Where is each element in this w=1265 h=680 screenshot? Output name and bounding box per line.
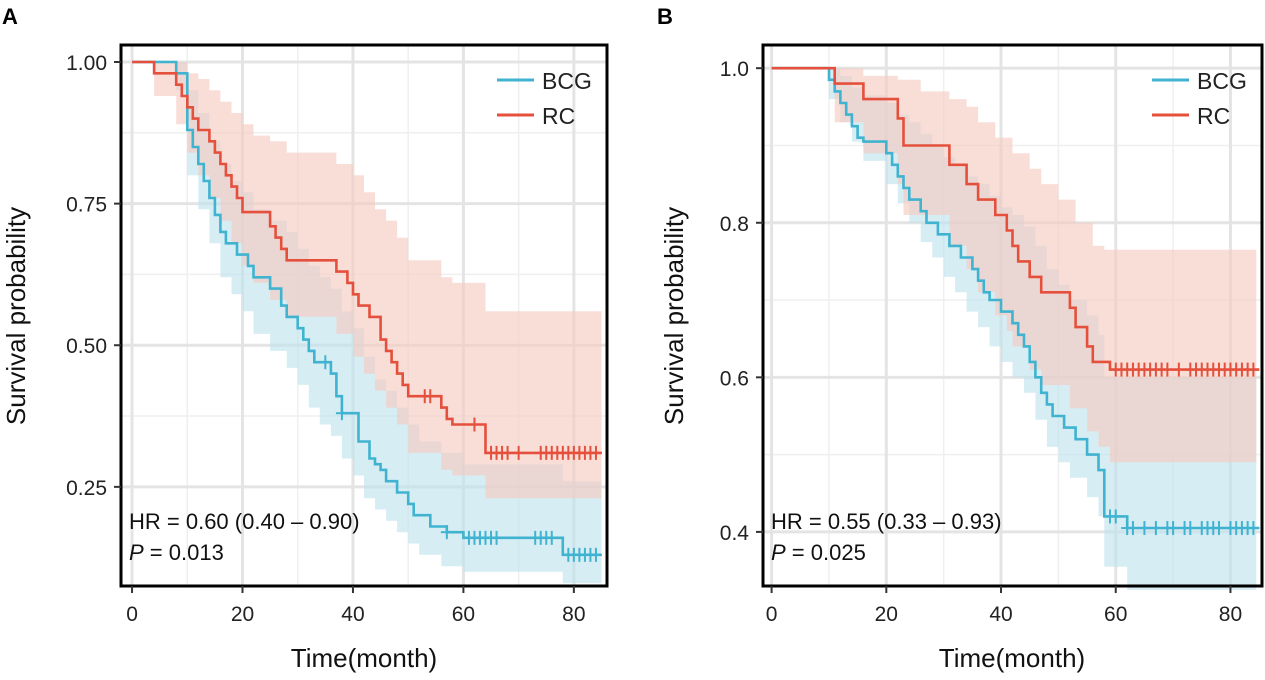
panel-b-x-tick-label: 0 bbox=[766, 603, 778, 626]
panel-a-hazard-ratio: HR = 0.60 (0.40 – 0.90) bbox=[129, 509, 360, 534]
panel-a-y-tick-label: 1.00 bbox=[66, 52, 107, 75]
panel-a-y-tick-label: 0.75 bbox=[66, 194, 107, 217]
panel-a-bcg-survival-line bbox=[132, 60, 602, 557]
panel-b-bcg-survival-line bbox=[771, 66, 1260, 530]
panel-letter-b: B bbox=[657, 4, 673, 29]
panel-b-hazard-ratio: HR = 0.55 (0.33 – 0.93) bbox=[771, 509, 1002, 534]
panel-a-p-label: P bbox=[129, 540, 144, 565]
panel-a-plot-frame bbox=[119, 43, 609, 588]
panel-b-x-axis-title: Time(month) bbox=[939, 643, 1085, 673]
panel-b-rc-confidence-band bbox=[771, 68, 1260, 463]
panel-b-y-tick-label: 0.6 bbox=[720, 367, 749, 390]
panel-a-censor-marks bbox=[319, 355, 602, 562]
panel-a-y-axis-title: Survival probability bbox=[1, 207, 31, 425]
panel-b-legend-rc-label: RC bbox=[1197, 103, 1230, 129]
panel-b-x-tick-label: 80 bbox=[1219, 603, 1242, 626]
panel-a: A 0 20 40 60 800.250.500.751.00 Time(month) … bbox=[1, 4, 609, 673]
panel-a-p-value-text: = 0.013 bbox=[144, 540, 224, 565]
panel-a-rc-confidence-band bbox=[132, 62, 602, 499]
panel-a-confidence-bands bbox=[132, 62, 602, 584]
panel-b-y-tick-label: 0.4 bbox=[720, 522, 750, 545]
panel-b-p-value-text: = 0.025 bbox=[786, 540, 866, 565]
panel-a-rc-survival-line bbox=[132, 60, 602, 455]
panel-a-x-tick-label: 60 bbox=[452, 603, 475, 626]
panel-a-x-tick-label: 0 bbox=[126, 603, 138, 626]
panel-b-confidence-bands bbox=[771, 68, 1260, 590]
panel-b-legend: BCG RC bbox=[1152, 68, 1247, 129]
panel-b-rc-survival-line bbox=[771, 66, 1260, 371]
panel-b-x-tick-label: 20 bbox=[875, 603, 898, 626]
panel-b-y-tick-label: 0.8 bbox=[720, 213, 749, 236]
panel-b-p-label: P bbox=[771, 540, 786, 565]
panel-a-x-axis-title: Time(month) bbox=[291, 643, 437, 673]
panel-b-survival-curves bbox=[771, 66, 1260, 530]
panel-a-p-value: P = 0.013 bbox=[129, 540, 224, 565]
panel-b-legend-bcg-label: BCG bbox=[1197, 68, 1247, 94]
panel-a-legend-bcg-label: BCG bbox=[542, 68, 592, 94]
panel-b-y-tick-label: 1.0 bbox=[720, 58, 749, 81]
panel-a-y-tick-label: 0.50 bbox=[66, 335, 107, 358]
panel-b: B 0 20 40 60 80 0.4 0.6 0.8 1.0 Time(month) Surv… bbox=[657, 4, 1264, 673]
panel-a-x-tick-label: 40 bbox=[341, 603, 364, 626]
panel-b-plot-frame bbox=[761, 43, 1264, 588]
panel-a-y-tick-label: 0.25 bbox=[66, 477, 107, 500]
panel-b-p-value: P = 0.025 bbox=[771, 540, 866, 565]
panel-a-x-tick-label: 20 bbox=[231, 603, 254, 626]
panel-b-x-tick-label: 60 bbox=[1104, 603, 1127, 626]
panel-letter-a: A bbox=[2, 4, 18, 29]
panel-a-legend-rc-label: RC bbox=[542, 103, 575, 129]
panel-b-censor-marks bbox=[1104, 362, 1260, 536]
panel-a-x-tick-label: 80 bbox=[562, 603, 585, 626]
panel-b-y-axis-title: Survival probability bbox=[659, 207, 689, 425]
panel-b-ticks: 0 20 40 60 80 0.4 0.6 0.8 1.0 bbox=[720, 58, 1242, 626]
panel-a-survival-curves bbox=[132, 60, 602, 557]
panel-a-legend: BCG RC bbox=[497, 68, 592, 129]
panel-b-x-tick-label: 40 bbox=[989, 603, 1012, 626]
panel-a-ticks: 0 20 40 60 80 0.25 0.50 0.75 1.00 bbox=[66, 52, 585, 626]
